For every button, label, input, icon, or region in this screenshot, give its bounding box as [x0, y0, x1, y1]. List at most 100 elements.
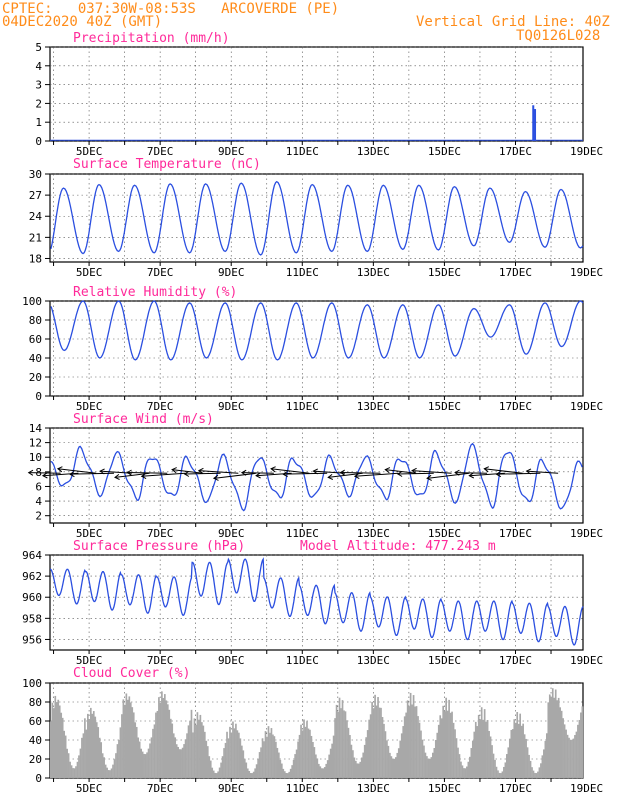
cloud-bar	[519, 713, 522, 778]
cloud-bar	[164, 694, 166, 778]
cloud-bar	[320, 768, 323, 778]
cloud-bar	[491, 745, 493, 778]
wind-arrowhead	[454, 469, 460, 476]
cloud-bar	[172, 733, 175, 778]
cloud-bar	[98, 737, 101, 778]
cloud-bar	[538, 767, 541, 778]
cloud-bar	[75, 766, 77, 778]
cloud-bar	[449, 712, 452, 778]
y-tick-label: 964	[22, 549, 42, 562]
cloud-bar	[562, 718, 564, 778]
cloud-bar	[420, 730, 422, 778]
panel-title: Surface Temperature (nC)	[73, 157, 261, 172]
cloud-bar	[394, 757, 397, 778]
cloud-bar	[551, 688, 554, 778]
wind-vector	[283, 472, 328, 475]
wind-arrowhead	[282, 471, 288, 478]
cloud-bar	[506, 754, 508, 778]
cloud-bar	[190, 709, 193, 778]
cloud-bar	[63, 730, 66, 778]
cloud-bar	[443, 711, 446, 778]
cloud-bar	[109, 770, 111, 778]
cloud-bar	[119, 727, 122, 778]
cloud-bar	[214, 772, 217, 778]
temp-series-line	[50, 180, 584, 256]
x-tick-label: 11DEC	[286, 266, 319, 279]
cloud-bar	[322, 768, 325, 778]
cloud-bar	[374, 694, 376, 778]
x-tick-label: 13DEC	[357, 654, 390, 667]
cloud-bar	[312, 741, 314, 778]
panel-title: Surface Pressure (hPa)	[73, 539, 245, 554]
cloud-bar	[285, 773, 288, 778]
cloud-bar	[507, 747, 510, 778]
cloud-bar	[208, 756, 211, 778]
cloud-bar	[254, 768, 256, 778]
cloud-bar	[211, 767, 214, 778]
wind-vector	[213, 472, 257, 479]
x-tick-label: 5DEC	[76, 654, 103, 667]
cloud-bar	[233, 728, 236, 778]
wind-arrowhead	[396, 470, 403, 477]
cloud-bar	[175, 744, 178, 778]
cloud-bar	[408, 706, 410, 778]
cloud-bar	[201, 722, 203, 778]
cloud-bar	[255, 764, 258, 778]
y-tick-label: 1	[35, 116, 42, 129]
cloud-bar	[273, 736, 276, 778]
cloud-bar	[144, 754, 147, 778]
x-tick-label: 13DEC	[357, 782, 390, 795]
cloud-bar	[186, 733, 188, 778]
y-tick-label: 6	[35, 480, 42, 493]
cloud-bar	[217, 771, 219, 778]
y-tick-label: 956	[22, 633, 42, 646]
cloud-bar	[548, 694, 551, 778]
cloud-bar	[406, 700, 409, 778]
x-tick-label: 9DEC	[218, 400, 245, 413]
wind-arrowhead	[126, 469, 132, 476]
cloud-bar	[72, 768, 74, 778]
y-tick-label: 3	[35, 79, 42, 92]
wind-vector	[70, 472, 114, 475]
wind-vector	[28, 472, 61, 474]
cloud-bar	[61, 717, 64, 778]
panel-frame	[49, 173, 584, 263]
cloud-bar	[354, 760, 357, 778]
wind-arrowhead	[483, 466, 490, 473]
panel-cloud: 0 20 40 60 80 100 5DEC 7DEC 9DEC 11DEC 13DEC 15DEC 1…	[22, 666, 603, 795]
cloud-bar	[436, 732, 439, 778]
cloud-bar	[116, 744, 119, 778]
cloud-bar	[341, 700, 344, 778]
x-tick-label: 9DEC	[218, 654, 245, 667]
cloud-bar	[386, 740, 388, 778]
cloud-bar	[248, 770, 251, 778]
cloud-bar	[122, 699, 125, 778]
y-tick-label: 4	[35, 495, 42, 508]
cloud-bar	[516, 712, 519, 778]
cloud-bar	[526, 747, 529, 778]
cloud-bar	[463, 768, 465, 778]
cloud-bar	[319, 766, 322, 778]
cloud-bar	[121, 714, 123, 778]
cloud-bar	[66, 748, 68, 778]
wind-arrowhead	[212, 474, 219, 481]
wind-arrowhead	[140, 472, 147, 480]
cloud-bar	[313, 747, 316, 778]
cloud-bar	[381, 717, 384, 778]
cloud-bar	[300, 724, 302, 778]
cloud-bar	[325, 763, 328, 778]
cloud-bar	[205, 740, 208, 778]
x-tick-label: 17DEC	[499, 145, 532, 158]
cloud-bar	[260, 747, 262, 778]
cloud-bar	[115, 753, 117, 778]
y-tick-label: 0	[35, 135, 42, 148]
cloud-bar	[118, 739, 120, 778]
cloud-bar	[289, 768, 292, 778]
panel-frame	[49, 554, 584, 651]
cloud-bar	[451, 711, 453, 778]
cloud-bar	[276, 747, 279, 778]
cloud-bar	[238, 732, 240, 778]
cloud-bar	[125, 693, 128, 778]
cloud-bar	[124, 704, 126, 778]
